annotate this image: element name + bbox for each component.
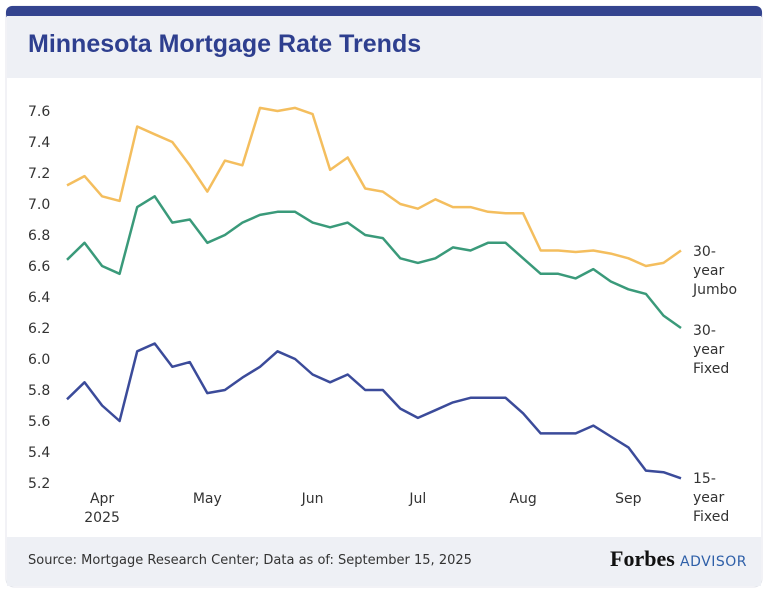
x-tick-label: Apr 2025 bbox=[84, 491, 120, 526]
legend-label: 15-year Fixed bbox=[693, 471, 730, 525]
chart-title: Minnesota Mortgage Rate Trends bbox=[28, 30, 422, 58]
y-tick-label: 5.8 bbox=[28, 383, 50, 399]
y-tick-label: 7.0 bbox=[28, 197, 50, 213]
series-line bbox=[66, 195, 682, 330]
x-tick-label: Jun bbox=[301, 491, 324, 507]
series-line bbox=[66, 106, 682, 268]
y-tick-label: 7.6 bbox=[28, 104, 50, 120]
header-band bbox=[7, 16, 761, 78]
footer-band bbox=[7, 537, 761, 586]
y-tick-label: 6.4 bbox=[28, 290, 50, 306]
x-tick-label: Sep bbox=[615, 491, 642, 507]
x-tick-label: Jul bbox=[409, 491, 427, 507]
y-tick-label: 5.4 bbox=[28, 445, 50, 461]
legend-label: 30-year Fixed bbox=[693, 323, 730, 377]
y-tick-label: 5.6 bbox=[28, 414, 50, 430]
y-tick-label: 6.2 bbox=[28, 321, 50, 337]
brand-logo: Forbes bbox=[610, 546, 675, 571]
x-tick-label: May bbox=[192, 491, 222, 507]
y-tick-label: 5.2 bbox=[28, 476, 50, 492]
x-tick-label: Aug bbox=[509, 491, 537, 507]
source: Source: Mortgage Research Center; Data a… bbox=[28, 553, 472, 568]
series-line bbox=[66, 342, 682, 480]
y-tick-label: 7.2 bbox=[28, 166, 50, 182]
y-tick-label: 6.8 bbox=[28, 228, 50, 244]
brand-sub: ADVISOR bbox=[680, 554, 747, 570]
legend-label: 30-year Jumbo bbox=[693, 244, 738, 298]
y-tick-label: 6.6 bbox=[28, 259, 50, 275]
y-tick-label: 6.0 bbox=[28, 352, 50, 368]
y-tick-label: 7.4 bbox=[28, 135, 50, 151]
